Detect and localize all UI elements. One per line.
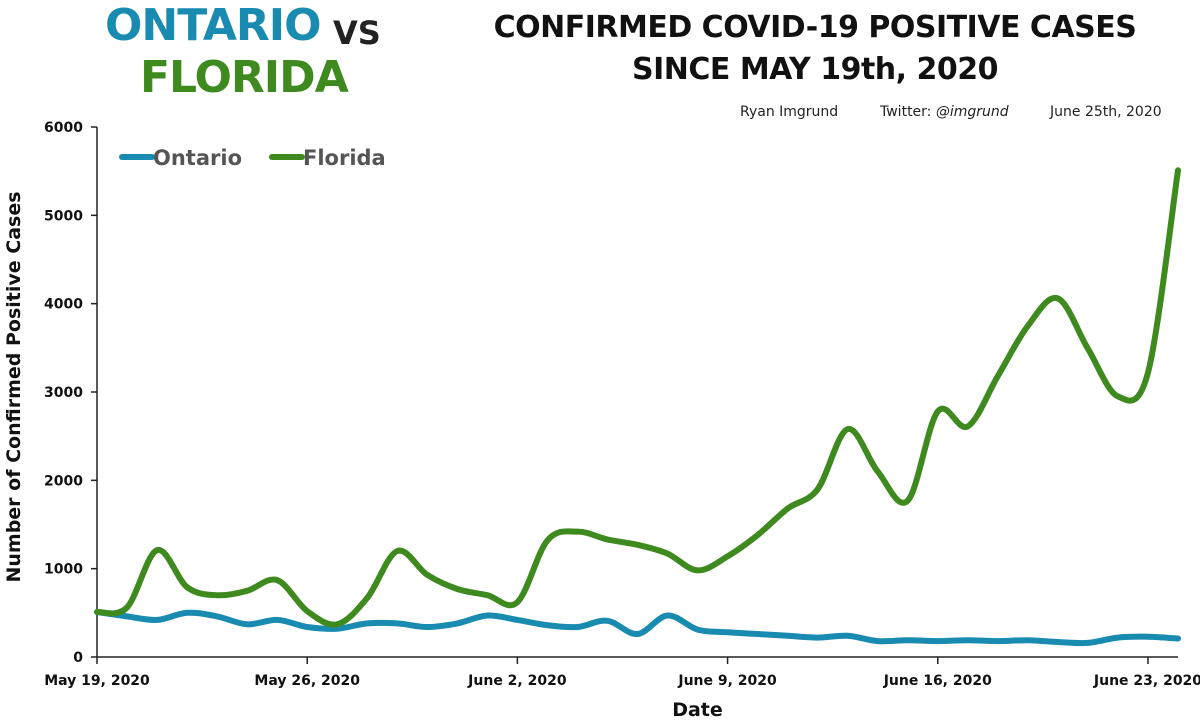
twitter-credit: Twitter: @imgrund bbox=[880, 104, 1009, 120]
series-line-florida bbox=[94, 167, 1181, 628]
x-tick-label: June 9, 2020 bbox=[677, 673, 777, 689]
y-tick-label: 3000 bbox=[44, 385, 83, 401]
ontario-heading: ONTARIO bbox=[105, 0, 322, 51]
florida-heading: FLORIDA bbox=[140, 52, 349, 103]
twitter-handle: @imgrund bbox=[935, 104, 1009, 120]
y-tick-label: 0 bbox=[73, 650, 83, 666]
author-credit: Ryan Imgrund bbox=[740, 104, 839, 120]
x-tick-label: May 26, 2020 bbox=[254, 673, 360, 689]
y-axis-title: Number of Confirmed Positive Cases bbox=[3, 191, 25, 582]
y-tick-label: 5000 bbox=[44, 208, 83, 224]
twitter-prefix: Twitter: bbox=[880, 104, 936, 120]
publish-date: June 25th, 2020 bbox=[1050, 104, 1162, 120]
y-tick-label: 4000 bbox=[44, 297, 83, 313]
x-tick-label: May 19, 2020 bbox=[44, 673, 150, 689]
chart-title-line2: SINCE MAY 19th, 2020 bbox=[632, 52, 998, 87]
x-tick-label: June 2, 2020 bbox=[467, 673, 567, 689]
y-tick-label: 2000 bbox=[44, 473, 83, 489]
legend-label-florida: Florida bbox=[303, 146, 386, 170]
y-tick-label: 1000 bbox=[44, 562, 83, 578]
x-tick-label: June 23, 2020 bbox=[1093, 673, 1200, 689]
y-tick-label: 6000 bbox=[44, 120, 83, 136]
chart-title-line1: CONFIRMED COVID-19 POSITIVE CASES bbox=[493, 10, 1137, 45]
series-line-ontario bbox=[94, 609, 1181, 647]
vs-heading: VS bbox=[333, 14, 381, 52]
x-axis-title: Date bbox=[672, 699, 723, 721]
x-tick-label: June 16, 2020 bbox=[883, 673, 992, 689]
legend-label-ontario: Ontario bbox=[153, 146, 242, 170]
